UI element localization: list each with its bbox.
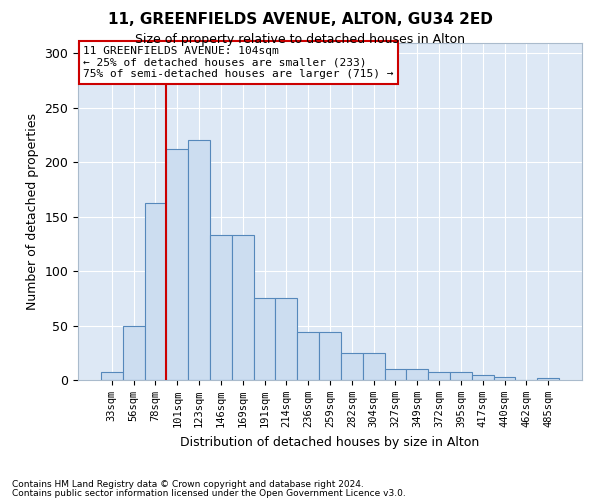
Bar: [210, 235, 232, 380]
Bar: [319, 332, 341, 380]
Bar: [254, 298, 275, 380]
Bar: [494, 376, 515, 380]
Bar: [341, 353, 363, 380]
Bar: [145, 202, 166, 380]
Bar: [428, 372, 450, 380]
Text: Size of property relative to detached houses in Alton: Size of property relative to detached ho…: [135, 32, 465, 46]
Bar: [275, 298, 297, 380]
Bar: [537, 378, 559, 380]
Bar: [101, 372, 123, 380]
Text: 11, GREENFIELDS AVENUE, ALTON, GU34 2ED: 11, GREENFIELDS AVENUE, ALTON, GU34 2ED: [107, 12, 493, 28]
Bar: [363, 353, 385, 380]
Bar: [297, 332, 319, 380]
X-axis label: Distribution of detached houses by size in Alton: Distribution of detached houses by size …: [181, 436, 479, 448]
Bar: [472, 374, 494, 380]
Bar: [123, 326, 145, 380]
Bar: [188, 140, 210, 380]
Bar: [232, 235, 254, 380]
Y-axis label: Number of detached properties: Number of detached properties: [26, 113, 39, 310]
Bar: [450, 372, 472, 380]
Bar: [385, 369, 406, 380]
Text: 11 GREENFIELDS AVENUE: 104sqm
← 25% of detached houses are smaller (233)
75% of : 11 GREENFIELDS AVENUE: 104sqm ← 25% of d…: [83, 46, 394, 79]
Bar: [166, 149, 188, 380]
Text: Contains public sector information licensed under the Open Government Licence v3: Contains public sector information licen…: [12, 488, 406, 498]
Bar: [406, 369, 428, 380]
Text: Contains HM Land Registry data © Crown copyright and database right 2024.: Contains HM Land Registry data © Crown c…: [12, 480, 364, 489]
